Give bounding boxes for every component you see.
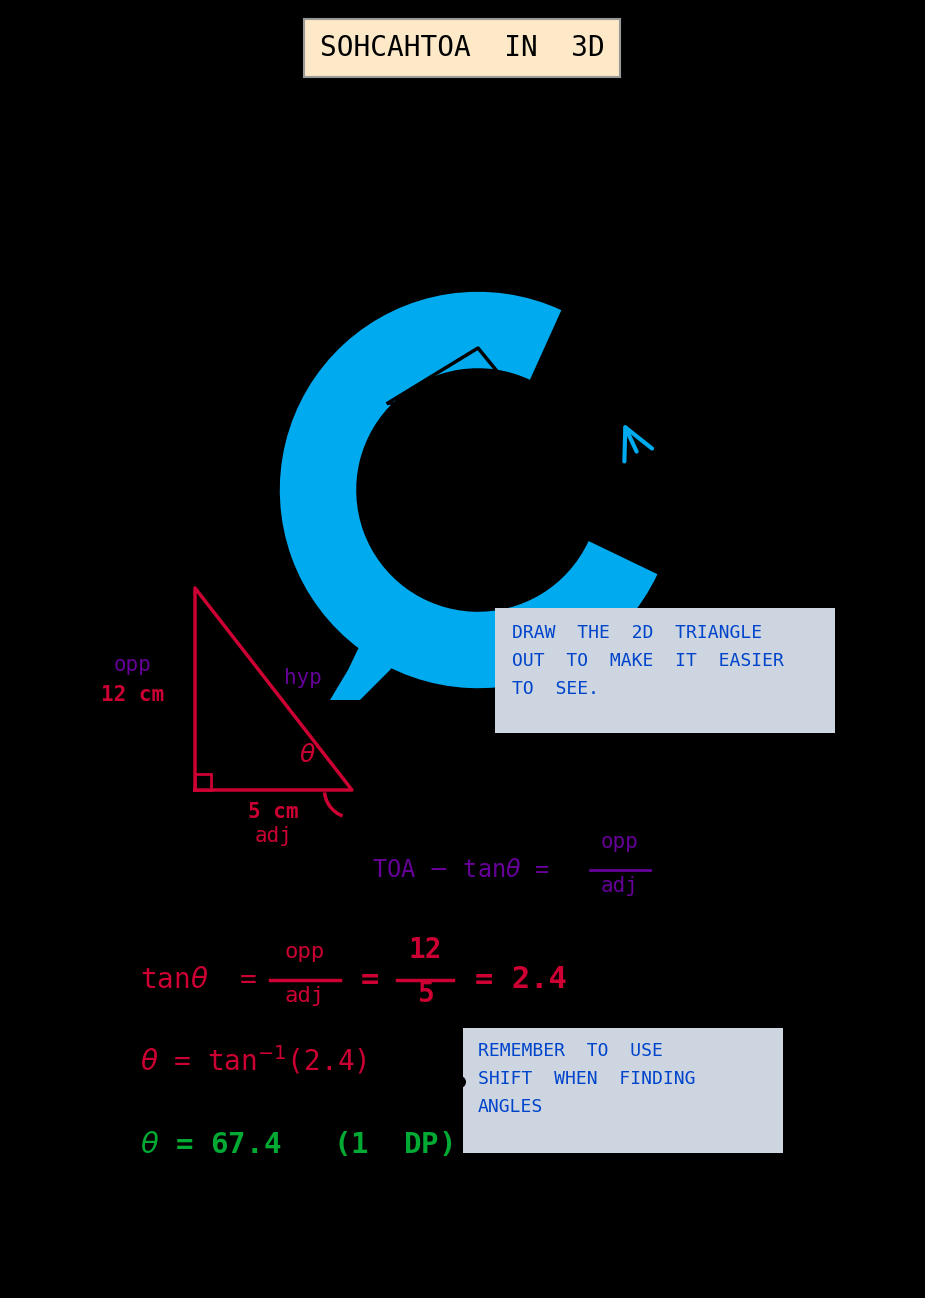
Text: 5: 5 <box>416 980 434 1009</box>
Text: adj: adj <box>254 826 292 846</box>
Text: REMEMBER  TO  USE
SHIFT  WHEN  FINDING
ANGLES: REMEMBER TO USE SHIFT WHEN FINDING ANGLE… <box>478 1042 696 1116</box>
Text: =: = <box>361 966 379 994</box>
Text: opp: opp <box>114 655 152 675</box>
Text: adj: adj <box>285 986 325 1006</box>
FancyBboxPatch shape <box>463 1028 783 1153</box>
Text: =: = <box>240 966 256 994</box>
Text: 5 cm: 5 cm <box>440 379 486 397</box>
Circle shape <box>454 1076 466 1088</box>
Text: tan$\theta$: tan$\theta$ <box>140 966 208 994</box>
Text: $\theta$: $\theta$ <box>299 742 315 767</box>
Text: OUR: OUR <box>563 450 598 469</box>
Polygon shape <box>330 620 420 700</box>
Text: 12: 12 <box>408 936 442 964</box>
Text: opp: opp <box>601 832 639 851</box>
Text: adj: adj <box>601 876 639 896</box>
Text: AN: AN <box>373 450 397 469</box>
FancyBboxPatch shape <box>304 19 620 77</box>
Text: $\theta$ = 67.4   (1  DP): $\theta$ = 67.4 (1 DP) <box>140 1131 452 1159</box>
Text: IMA: IMA <box>358 491 393 509</box>
Text: SOHCAHTOA  IN  3D: SOHCAHTOA IN 3D <box>320 34 604 62</box>
Text: 12 cm: 12 cm <box>102 685 165 705</box>
Text: = 2.4: = 2.4 <box>475 966 567 994</box>
Text: hyp: hyp <box>283 668 321 688</box>
Text: TOA $-$ tan$\theta$ =: TOA $-$ tan$\theta$ = <box>373 858 550 883</box>
Text: opp: opp <box>285 942 325 962</box>
Text: $\theta$ = tan$^{-1}$(2.4): $\theta$ = tan$^{-1}$(2.4) <box>140 1044 366 1076</box>
Text: 5 cm: 5 cm <box>248 802 299 822</box>
FancyBboxPatch shape <box>495 607 835 732</box>
Text: DRAW  THE  2D  TRIANGLE
OUT  TO  MAKE  IT  EASIER
TO  SEE.: DRAW THE 2D TRIANGLE OUT TO MAKE IT EASI… <box>512 624 783 698</box>
